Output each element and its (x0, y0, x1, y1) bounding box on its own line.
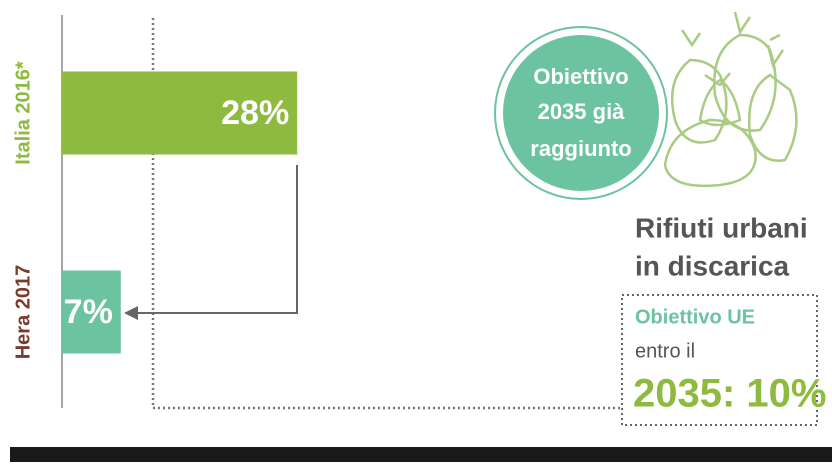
footer-bar (10, 447, 832, 462)
arrow (135, 165, 298, 314)
title: in discarica (635, 250, 790, 281)
value-label: 28% (221, 94, 289, 132)
category-label: Italia 2016* (12, 61, 34, 165)
box-target: 2035: 10% (633, 372, 826, 416)
goal-ring (494, 26, 668, 200)
bar (62, 270, 121, 354)
bar (62, 71, 298, 155)
circle-text: raggiunto (530, 136, 631, 161)
goal-circle (503, 35, 659, 191)
circle-text: Obiettivo (533, 64, 628, 89)
category-label: Hera 2017 (12, 265, 34, 360)
title: Rifiuti urbani (635, 212, 808, 243)
box-text: entro il (635, 340, 695, 362)
target-box (621, 294, 818, 426)
bags-icon (663, 11, 798, 187)
box-label: Obiettivo UE (635, 306, 755, 328)
circle-text: 2035 già (538, 99, 626, 124)
value-label: 7% (64, 293, 113, 331)
arrow-head (124, 306, 138, 320)
